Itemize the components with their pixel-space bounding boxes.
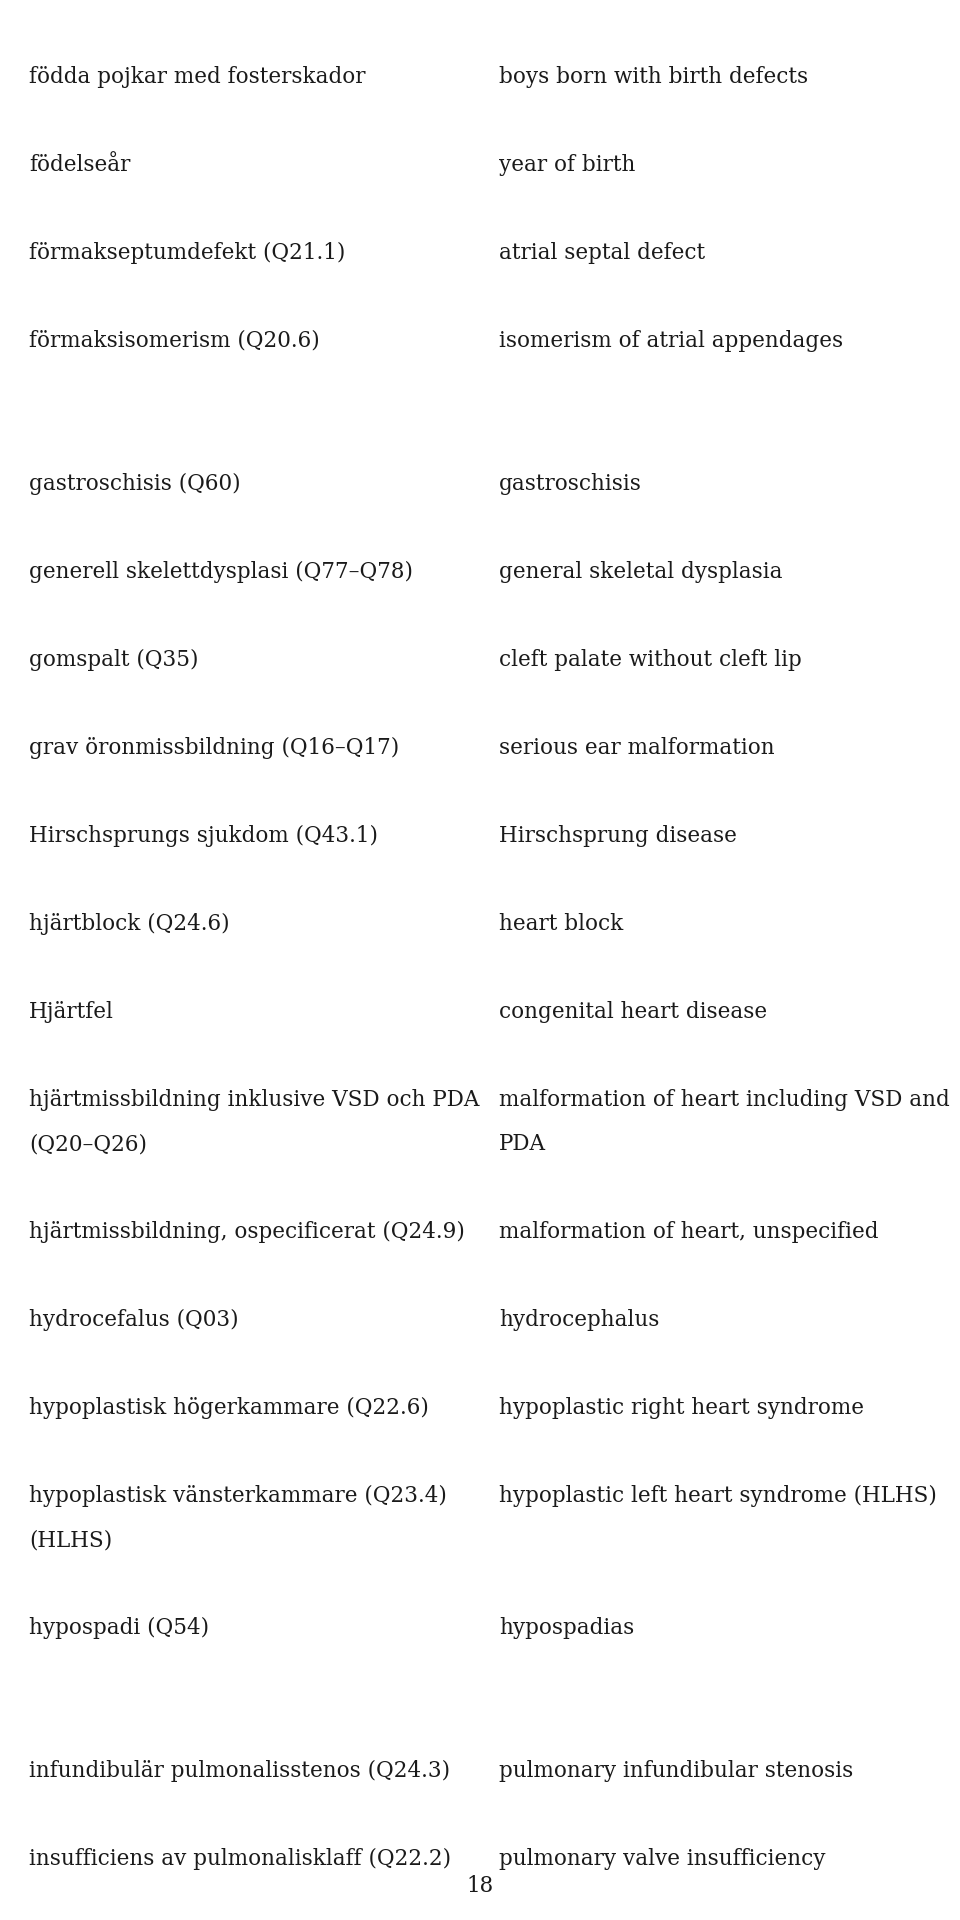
Text: (Q20–Q26): (Q20–Q26) bbox=[29, 1133, 147, 1156]
Text: hypoplastic right heart syndrome: hypoplastic right heart syndrome bbox=[499, 1398, 864, 1419]
Text: födda pojkar med fosterskador: födda pojkar med fosterskador bbox=[29, 65, 366, 88]
Text: serious ear malformation: serious ear malformation bbox=[499, 737, 775, 758]
Text: Hjärtfel: Hjärtfel bbox=[29, 1000, 113, 1023]
Text: (HLHS): (HLHS) bbox=[29, 1528, 112, 1551]
Text: Hirschsprung disease: Hirschsprung disease bbox=[499, 826, 737, 847]
Text: hypoplastisk högerkammare (Q22.6): hypoplastisk högerkammare (Q22.6) bbox=[29, 1398, 429, 1419]
Text: hydrocefalus (Q03): hydrocefalus (Q03) bbox=[29, 1309, 238, 1331]
Text: isomerism of atrial appendages: isomerism of atrial appendages bbox=[499, 330, 843, 351]
Text: förmakseptumdefekt (Q21.1): förmakseptumdefekt (Q21.1) bbox=[29, 242, 346, 265]
Text: pulmonary valve insufficiency: pulmonary valve insufficiency bbox=[499, 1847, 826, 1870]
Text: year of birth: year of birth bbox=[499, 154, 636, 177]
Text: heart block: heart block bbox=[499, 914, 623, 935]
Text: grav öronmissbildning (Q16–Q17): grav öronmissbildning (Q16–Q17) bbox=[29, 737, 399, 758]
Text: hypoplastic left heart syndrome (HLHS): hypoplastic left heart syndrome (HLHS) bbox=[499, 1484, 937, 1507]
Text: boys born with birth defects: boys born with birth defects bbox=[499, 65, 808, 88]
Text: förmaksisomerism (Q20.6): förmaksisomerism (Q20.6) bbox=[29, 330, 320, 351]
Text: generell skelettdysplasi (Q77–Q78): generell skelettdysplasi (Q77–Q78) bbox=[29, 561, 413, 584]
Text: hjärtmissbildning, ospecificerat (Q24.9): hjärtmissbildning, ospecificerat (Q24.9) bbox=[29, 1221, 465, 1242]
Text: hypospadias: hypospadias bbox=[499, 1617, 635, 1640]
Text: cleft palate without cleft lip: cleft palate without cleft lip bbox=[499, 649, 802, 670]
Text: hypospadi (Q54): hypospadi (Q54) bbox=[29, 1617, 209, 1640]
Text: födelseår: födelseår bbox=[29, 154, 131, 177]
Text: malformation of heart, unspecified: malformation of heart, unspecified bbox=[499, 1221, 878, 1242]
Text: atrial septal defect: atrial septal defect bbox=[499, 242, 706, 265]
Text: hjärtblock (Q24.6): hjärtblock (Q24.6) bbox=[29, 914, 229, 935]
Text: malformation of heart including VSD and: malformation of heart including VSD and bbox=[499, 1089, 950, 1112]
Text: gastroschisis: gastroschisis bbox=[499, 472, 642, 495]
Text: congenital heart disease: congenital heart disease bbox=[499, 1000, 767, 1023]
Text: gomspalt (Q35): gomspalt (Q35) bbox=[29, 649, 199, 672]
Text: infundibulär pulmonalisstenos (Q24.3): infundibulär pulmonalisstenos (Q24.3) bbox=[29, 1761, 450, 1782]
Text: hypoplastisk vänsterkammare (Q23.4): hypoplastisk vänsterkammare (Q23.4) bbox=[29, 1484, 446, 1507]
Text: insufficiens av pulmonalisklaff (Q22.2): insufficiens av pulmonalisklaff (Q22.2) bbox=[29, 1847, 451, 1870]
Text: PDA: PDA bbox=[499, 1133, 546, 1156]
Text: gastroschisis (Q60): gastroschisis (Q60) bbox=[29, 472, 240, 495]
Text: hjärtmissbildning inklusive VSD och PDA: hjärtmissbildning inklusive VSD och PDA bbox=[29, 1089, 479, 1112]
Text: Hirschsprungs sjukdom (Q43.1): Hirschsprungs sjukdom (Q43.1) bbox=[29, 826, 378, 847]
Text: pulmonary infundibular stenosis: pulmonary infundibular stenosis bbox=[499, 1761, 853, 1782]
Text: hydrocephalus: hydrocephalus bbox=[499, 1309, 660, 1331]
Text: 18: 18 bbox=[467, 1876, 493, 1897]
Text: general skeletal dysplasia: general skeletal dysplasia bbox=[499, 561, 782, 584]
